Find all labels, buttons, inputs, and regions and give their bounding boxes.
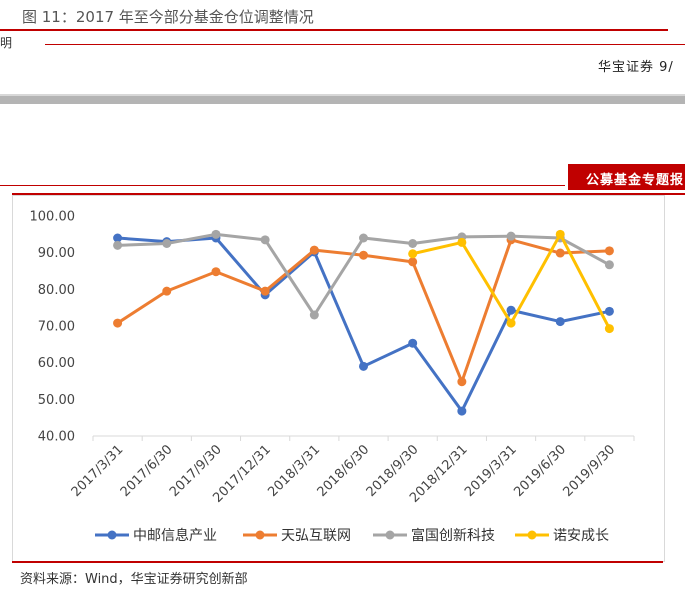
legend-marker-icon	[373, 530, 407, 540]
y-tick-label: 40.00	[38, 430, 75, 445]
data-point	[211, 267, 221, 277]
legend-item: 天弘互联网	[243, 526, 351, 544]
data-point	[408, 338, 418, 348]
data-point	[309, 245, 319, 255]
data-point	[408, 239, 418, 248]
source-note: 资料来源：Wind，华宝证券研究创新部	[20, 572, 248, 587]
data-point	[260, 286, 270, 296]
legend-marker-icon	[95, 530, 129, 540]
data-point	[309, 310, 319, 320]
x-tick-label: 2018/6/30	[315, 442, 373, 500]
data-point	[408, 257, 418, 267]
y-tick-label: 90.00	[38, 246, 75, 261]
line-chart: 40.00 50.00 60.00 70.00 80.00 90.00 100.00 2017…	[30, 210, 635, 506]
page-divider	[0, 96, 685, 104]
series-line	[116, 238, 611, 384]
data-point	[506, 318, 516, 328]
header-right-fragment: 华宝证券 9/	[598, 60, 674, 75]
data-point	[506, 305, 516, 315]
data-point	[555, 248, 565, 258]
legend-label: 诺安成长	[553, 528, 609, 544]
section-tag: 公募基金专题报	[586, 173, 685, 188]
section-tag-background	[568, 164, 685, 190]
data-point	[113, 318, 123, 328]
x-tick-label: 2019/9/30	[560, 442, 618, 500]
y-tick-label: 80.00	[38, 283, 75, 298]
legend-item: 富国创新科技	[373, 526, 495, 544]
data-point	[555, 229, 565, 239]
data-point	[211, 229, 221, 239]
y-tick-label: 100.00	[30, 210, 76, 225]
x-tick-label: 2017/6/30	[118, 442, 176, 500]
legend-item: 中邮信息产业	[95, 526, 217, 544]
data-point	[604, 246, 614, 256]
header-rule	[45, 44, 685, 45]
data-point	[359, 250, 368, 260]
x-tick-label: 2019/3/31	[462, 442, 520, 500]
data-point	[408, 249, 418, 259]
series-line	[116, 236, 611, 413]
data-point	[457, 237, 467, 247]
legend-label: 中邮信息产业	[133, 528, 217, 544]
data-point	[359, 233, 368, 243]
y-tick-label: 70.00	[38, 320, 75, 335]
section-rule	[0, 185, 565, 186]
header-left-fragment: 明	[0, 36, 13, 50]
data-point	[457, 406, 467, 416]
data-point	[604, 324, 614, 334]
data-point	[604, 260, 614, 270]
legend-marker-icon	[515, 530, 549, 540]
chart-bottom-rule	[12, 561, 663, 563]
figure-title: 图 11：2017 年至今部分基金仓位调整情况	[22, 8, 314, 26]
legend-marker-icon	[243, 530, 277, 540]
data-point	[555, 317, 565, 327]
legend-item: 诺安成长	[515, 526, 609, 544]
y-tick-label: 60.00	[38, 356, 75, 371]
data-point	[260, 235, 270, 245]
page-divider-shadow	[0, 94, 685, 96]
data-point	[113, 240, 123, 250]
legend-label: 天弘互联网	[281, 528, 351, 544]
data-point	[604, 306, 614, 316]
y-tick-label: 50.00	[38, 393, 75, 408]
x-tick-label: 2017/3/31	[69, 442, 127, 500]
data-point	[359, 361, 368, 371]
chart-top-rule	[12, 193, 685, 195]
data-point	[457, 377, 467, 387]
legend-label: 富国创新科技	[411, 528, 495, 544]
data-point	[506, 231, 516, 241]
x-tick-label: 2019/6/30	[511, 442, 569, 500]
x-tick-label: 2018/3/31	[265, 442, 323, 500]
chart-frame: 40.00 50.00 60.00 70.00 80.00 90.00 100.00 2017…	[12, 195, 665, 562]
title-underline	[0, 29, 668, 31]
data-point	[162, 239, 172, 248]
data-point	[162, 286, 172, 296]
data-point	[113, 233, 123, 243]
